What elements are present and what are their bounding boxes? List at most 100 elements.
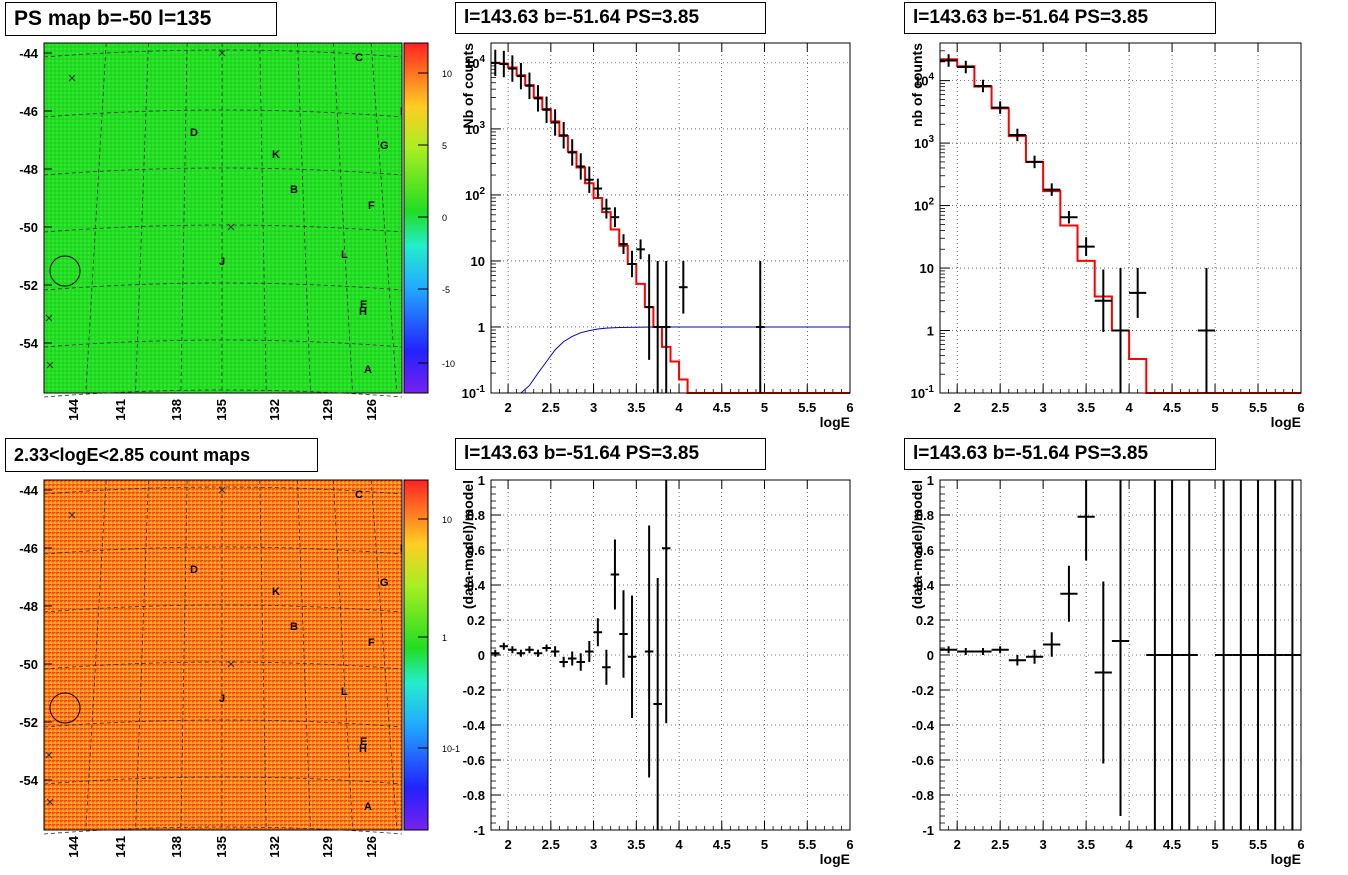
- data-point: [1060, 211, 1078, 224]
- x-tick-label: 3.5: [627, 837, 645, 852]
- plot-frame: [490, 479, 851, 831]
- longitude-line: [135, 479, 149, 831]
- data-point: [627, 595, 637, 718]
- data-point: [1094, 269, 1112, 332]
- map-y-tick: -48: [19, 599, 38, 614]
- colorbar-tick-label: 0: [442, 213, 447, 223]
- y-tick-label: -0.4: [463, 718, 486, 733]
- map-y-tick: -50: [19, 220, 38, 235]
- acceptance-line: [520, 326, 850, 394]
- x-tick-label: 2: [954, 400, 961, 415]
- latitude-line: [43, 339, 403, 348]
- data-point: [627, 250, 637, 278]
- source-label: A: [364, 364, 372, 376]
- latitude-line: [43, 546, 403, 555]
- data-point: [644, 525, 654, 778]
- data-point: [491, 49, 500, 77]
- x-tick-label: 3.5: [1077, 400, 1095, 415]
- map-x-tick: 129: [320, 399, 335, 421]
- x-axis-title: logE: [820, 851, 850, 867]
- data-point: [499, 50, 509, 78]
- source-marker: [45, 751, 53, 759]
- map-x-tick: 144: [66, 398, 81, 420]
- map-x-tick: 132: [267, 399, 282, 421]
- colorbar-tick-label: 10: [442, 515, 452, 525]
- map-grid: [43, 42, 403, 398]
- data-point: [593, 178, 603, 199]
- data-point: [1043, 183, 1061, 196]
- source-label: E: [360, 736, 367, 748]
- map-x-tick: 141: [113, 836, 128, 858]
- x-tick-label: 3: [1040, 400, 1047, 415]
- data-point: [957, 60, 975, 74]
- latitude-line: [43, 826, 403, 835]
- longitude-line: [370, 42, 398, 394]
- data-point: [1077, 480, 1095, 561]
- source-label: L: [341, 686, 348, 698]
- y-tick-label: 1: [927, 473, 934, 488]
- x-tick-label: 5: [1211, 400, 1218, 415]
- spectrum-left-title: l=143.63 b=-51.64 PS=3.85: [455, 2, 766, 34]
- x-tick-label: 6: [846, 400, 853, 415]
- model-step-line: [491, 61, 850, 394]
- map-y-tick: -52: [19, 715, 38, 730]
- y-axis-title: (data-model)/model: [909, 480, 925, 609]
- colorbar-tick-label: 5: [442, 141, 447, 151]
- map-axes: -44 -46 -48 -50 -52 -54 144 141 138 135 132 129 126: [19, 46, 379, 421]
- map-bottom-title: 2.33<logE<2.85 count maps: [5, 438, 318, 472]
- x-tick-label: 3.5: [627, 400, 645, 415]
- residual-chart-right: 2 2.5 3 3.5 4 4.5 5 5.5 6 1 0.8 0.6 0.4 0.2 0 -0.2 -0.4 -…: [909, 473, 1305, 867]
- x-tick-label: 2.5: [991, 400, 1009, 415]
- x-tick-label: 3: [590, 837, 597, 852]
- x-tick-label: 4: [1125, 837, 1133, 852]
- y-tick-label: 0.2: [467, 613, 485, 628]
- longitude-line: [333, 479, 353, 831]
- data-point: [1163, 480, 1181, 830]
- latitude-line: [43, 486, 403, 495]
- y-axis-title: nb of counts: [909, 43, 925, 127]
- latitude-line: [43, 661, 403, 670]
- data-point: [1077, 237, 1095, 257]
- map-marks: A B C D E F G H I J K L: [45, 49, 403, 376]
- y-axis-title: (data-model)/model: [460, 480, 476, 609]
- map-x-tick: 141: [113, 399, 128, 421]
- data-point: [602, 198, 611, 219]
- y-tick-label: 0.6: [467, 543, 485, 558]
- data-point: [661, 480, 671, 724]
- source-label: C: [355, 52, 363, 64]
- source-label: K: [272, 149, 280, 161]
- map-x-tick: 144: [66, 835, 81, 857]
- colorbar: [403, 479, 429, 831]
- x-tick-label: 3.5: [1077, 837, 1095, 852]
- data-point: [491, 649, 500, 657]
- colorbar-tick-label: -10: [442, 359, 455, 369]
- longitude-line: [297, 42, 311, 394]
- x-tick-label: 4.5: [713, 400, 731, 415]
- source-marker: [68, 74, 76, 82]
- source-label: G: [380, 140, 389, 152]
- source-label: B: [290, 184, 298, 196]
- residual-chart-left: 2 2.5 3 3.5 4 4.5 5 5.5 6 1 0.8 0.6 0.4 0.2 0 -0.2 -0.4 -…: [460, 473, 854, 867]
- source-label: D: [190, 127, 198, 139]
- y-tick-label: 0: [927, 648, 934, 663]
- data-point: [567, 651, 577, 666]
- data-point: [1180, 480, 1198, 830]
- latitude-line: [43, 224, 403, 233]
- map-x-tick: 135: [214, 836, 229, 858]
- source-marker: [68, 511, 76, 519]
- x-axis-title: logE: [820, 414, 850, 430]
- source-marker: [45, 314, 53, 322]
- y-tick-label: 10: [471, 254, 485, 269]
- data-point: [533, 649, 543, 657]
- x-tick-label: 2: [504, 837, 511, 852]
- data-point: [1111, 268, 1130, 393]
- data-point: [991, 646, 1009, 654]
- data-point: [755, 260, 765, 393]
- x-axis-title: logE: [1271, 414, 1301, 430]
- longitude-line: [180, 479, 188, 831]
- map-y-tick: -54: [19, 773, 39, 788]
- data-point: [940, 54, 958, 67]
- y-tick-label: 10-1: [911, 384, 935, 401]
- selected-source-circle: [49, 692, 81, 724]
- map-y-tick: -46: [19, 541, 38, 556]
